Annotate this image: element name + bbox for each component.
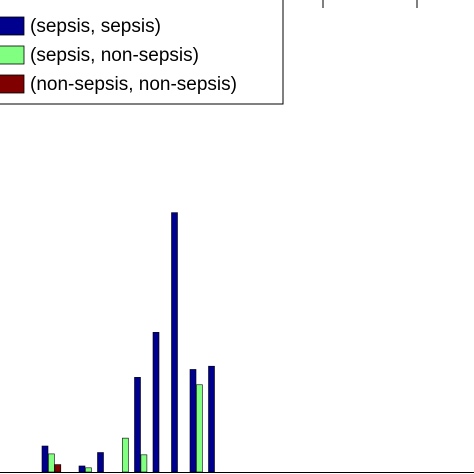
legend-label-3: (non-sepsis, non-sepsis) (30, 74, 237, 95)
bar-series-2-bin-5 (122, 437, 129, 473)
legend: (sepsis, sepsis) (sepsis, non-sepsis) (non… (0, 0, 284, 105)
bar-series-1-bin-4 (97, 452, 104, 473)
bar-series-2-bin-1 (48, 453, 55, 473)
legend-label-2: (sepsis, non-sepsis) (30, 45, 199, 66)
bar-series-1-bin-8 (171, 212, 178, 473)
bar-series-1-bin-9 (189, 369, 197, 473)
bar-series-2-bin-3 (85, 467, 92, 473)
legend-swatch-2 (0, 45, 25, 65)
bar-series-1-bin-1 (41, 445, 49, 473)
bar-series-2-bin-9 (196, 384, 203, 473)
bar-series-1-bin-7 (152, 332, 160, 473)
bar-series-1-bin-3 (78, 465, 86, 473)
bars-group (41, 212, 215, 473)
bar-series-1-bin-6 (134, 377, 141, 473)
bar-series-2-bin-6 (140, 454, 148, 473)
bar-series-3-bin-1 (54, 464, 62, 473)
legend-label-1: (sepsis, sepsis) (30, 16, 161, 37)
bar-series-1-bin-10 (208, 365, 215, 473)
legend-swatch-1 (0, 16, 25, 36)
legend-swatch-3 (0, 74, 25, 94)
legend-box (0, 0, 284, 105)
